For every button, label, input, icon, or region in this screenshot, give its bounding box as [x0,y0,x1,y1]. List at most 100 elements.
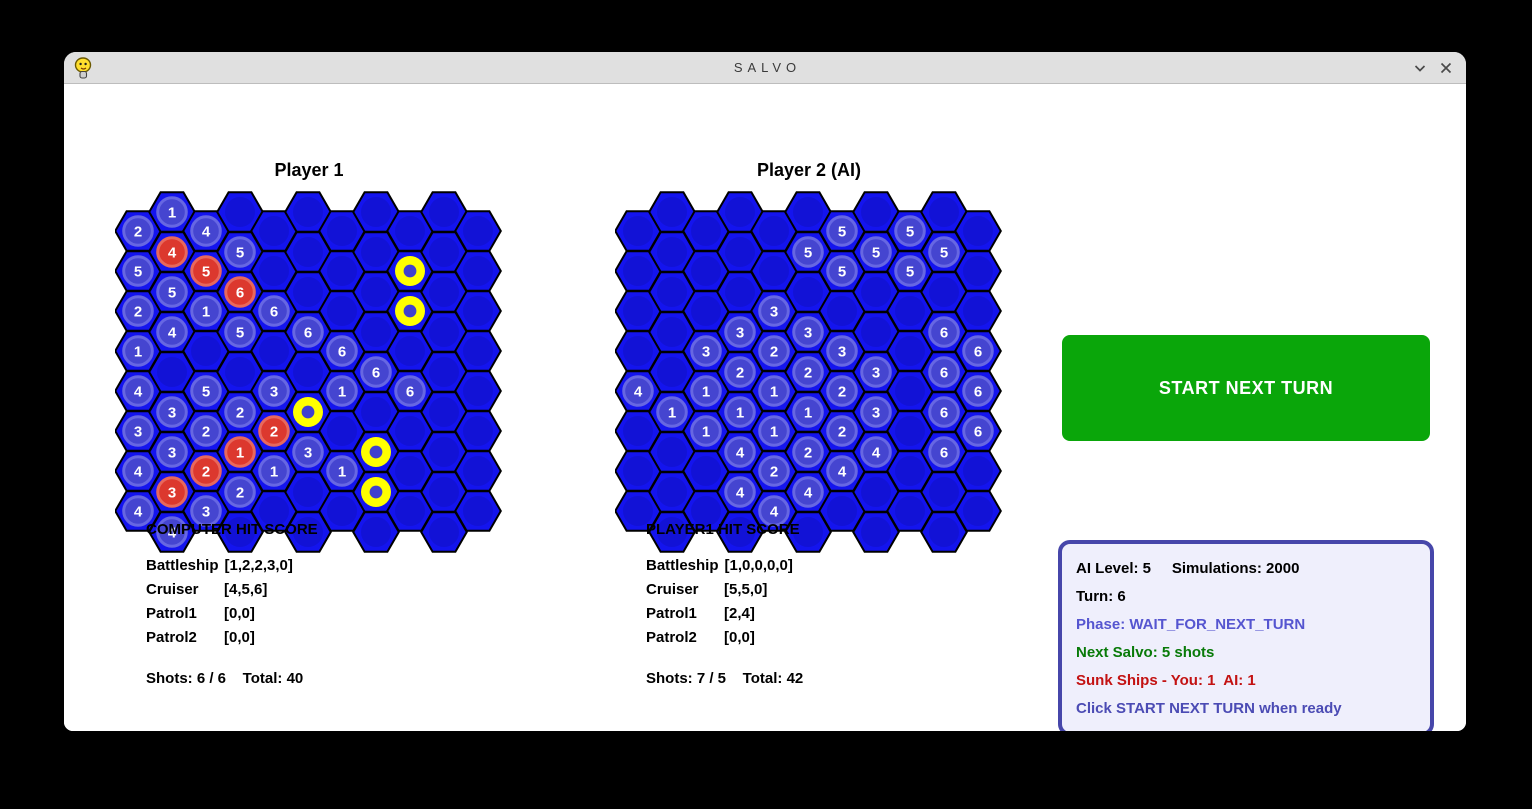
hex-cell-inner [259,336,289,366]
cell-number: 5 [906,263,914,280]
cell-number: 2 [236,484,244,501]
shot-number-marker [656,396,688,428]
shot-number-marker [860,356,892,388]
cell-number: 6 [940,404,948,421]
hex-cell-inner [429,237,459,267]
shot-number-marker [190,295,222,327]
shot-number-marker [724,396,756,428]
shot-number-marker [690,335,722,367]
player1-hit-score-block: PLAYER1 HIT SCORE Battleship [1,0,0,0,0] C… [646,521,1006,687]
hex-cell-inner [657,517,687,547]
cell-number: 4 [134,383,143,400]
hex-cell-inner [293,517,323,547]
hex-cell-inner [963,496,993,526]
status-line: AI Level: 5 Simulations: 2000 [1076,560,1300,577]
shot-number-marker [156,316,188,348]
shot-number-marker [928,236,960,268]
ship-score-row: Battleship [1,2,2,3,0] [146,554,506,578]
cell-number: 6 [304,324,312,341]
shot-number-marker [826,255,858,287]
close-icon[interactable] [1438,60,1454,76]
shot-number-marker [758,375,790,407]
hex-cell-inner [225,197,255,227]
hex-cell-inner [429,477,459,507]
cell-number: 4 [736,444,745,461]
hex-cell-inner [259,216,289,246]
cell-number: 3 [168,404,176,421]
cell-number: 6 [974,343,982,360]
hex-cell-inner [463,216,493,246]
cell-number: 4 [134,503,143,520]
shot-number-marker [962,335,994,367]
shot-number-marker [326,335,358,367]
cell-number: 5 [236,244,244,261]
status-line: Turn: 6 [1076,588,1126,605]
status-panel: AI Level: 5 Simulations: 2000 Turn: 6 Phas… [1058,540,1434,731]
minimize-icon[interactable] [1412,60,1428,76]
shot-number-marker [860,436,892,468]
hex-cell-inner [293,197,323,227]
cell-number: 6 [940,444,948,461]
ship-name: Patrol1 [146,605,197,622]
shot-number-marker [122,295,154,327]
cell-number: 6 [974,423,982,440]
cell-number: 2 [134,223,142,240]
cell-number: 3 [134,423,142,440]
cell-number: 3 [736,324,744,341]
cell-number: 4 [168,244,177,261]
status-line: Next Salvo: 5 shots [1076,644,1215,661]
status-line: Click START NEXT TURN when ready [1076,700,1342,717]
app-window: SALVO Player 1 Player 2 (AI) 2 5 2 1 4 3 4 4 1 4 5… [64,52,1466,731]
ship-hit-values: [4,5,6] [224,581,268,598]
hit-marker [156,476,188,508]
miss-marker-hole [403,304,417,318]
shot-number-marker [724,356,756,388]
ship-hit-values: [1,0,0,0,0] [724,557,793,574]
hex-cell-inner [759,256,789,286]
cell-number: 3 [168,484,176,501]
shot-number-marker [156,196,188,228]
cell-number: 4 [770,503,779,520]
hex-cell-inner [395,216,425,246]
shot-number-marker [156,516,188,548]
shot-number-marker [724,316,756,348]
cell-number: 3 [168,444,176,461]
hit-marker [224,436,256,468]
shot-number-marker [792,436,824,468]
shot-number-marker [258,375,290,407]
hex-cell-inner [827,496,857,526]
cell-number: 6 [940,324,948,341]
hex-cell-inner [793,277,823,307]
hex-cell-inner [429,197,459,227]
titlebar[interactable]: SALVO [64,52,1466,84]
player1-hex-board[interactable]: 2 5 2 1 4 3 4 4 1 4 5 4 3 3 3 4 4 5 1 5 2 2 3 5 6 5 2 1 2 6 3 2 1 6 3 6 1 1 6 6 [115,190,503,556]
hex-cell-inner [463,336,493,366]
hex-cell-inner [861,317,891,347]
cell-number: 1 [338,383,346,400]
cell-number: 1 [270,463,278,480]
player2-hex-board[interactable]: 4 1 3 1 1 3 2 1 4 4 3 2 1 1 2 4 5 3 2 1 2 4 5 5 3 2 2 4 5 3 3 4 5 5 5 6 6 6 6 6… [615,190,1003,556]
cell-number: 4 [134,463,143,480]
shot-number-marker [826,335,858,367]
shot-number-marker [962,375,994,407]
hex-cell-inner [657,357,687,387]
hex-cell-inner [827,296,857,326]
shots-total-line: Shots: 7 / 5 Total: 42 [646,670,804,687]
cell-number: 5 [236,324,244,341]
cell-number: 3 [304,444,312,461]
shot-number-marker [122,415,154,447]
cell-number: 5 [202,263,210,280]
hit-marker [190,255,222,287]
player1-board-title: Player 1 [274,160,344,180]
start-next-turn-button[interactable]: START NEXT TURN [1062,335,1430,441]
cell-number: 4 [168,524,177,541]
hex-cell-inner [691,296,721,326]
ship-score-row: Cruiser [5,5,0] [646,578,1006,602]
cell-number: 2 [804,364,812,381]
hex-cell-inner [225,517,255,547]
hex-cell-inner [725,237,755,267]
shot-number-marker [690,415,722,447]
shot-number-marker [258,295,290,327]
shot-number-marker [860,396,892,428]
